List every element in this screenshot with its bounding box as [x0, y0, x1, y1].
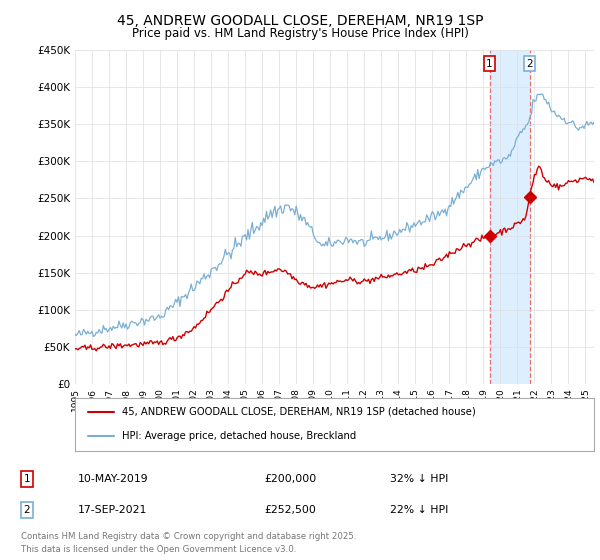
Text: £200,000: £200,000 [264, 474, 316, 484]
Text: 32% ↓ HPI: 32% ↓ HPI [390, 474, 448, 484]
Text: 45, ANDREW GOODALL CLOSE, DEREHAM, NR19 1SP (detached house): 45, ANDREW GOODALL CLOSE, DEREHAM, NR19 … [122, 407, 475, 417]
Bar [490, 50, 530, 384]
Text: HPI: Average price, detached house, Breckland: HPI: Average price, detached house, Brec… [122, 431, 356, 441]
Text: £252,500: £252,500 [264, 505, 316, 515]
Text: 2: 2 [526, 59, 533, 69]
Text: 2: 2 [23, 505, 31, 515]
Text: 45, ANDREW GOODALL CLOSE, DEREHAM, NR19 1SP: 45, ANDREW GOODALL CLOSE, DEREHAM, NR19 … [117, 14, 483, 28]
Text: 22% ↓ HPI: 22% ↓ HPI [390, 505, 448, 515]
Text: 1: 1 [23, 474, 31, 484]
Text: Price paid vs. HM Land Registry's House Price Index (HPI): Price paid vs. HM Land Registry's House … [131, 27, 469, 40]
Text: 10-MAY-2019: 10-MAY-2019 [78, 474, 149, 484]
Text: 17-SEP-2021: 17-SEP-2021 [78, 505, 148, 515]
Text: Contains HM Land Registry data © Crown copyright and database right 2025.
This d: Contains HM Land Registry data © Crown c… [21, 533, 356, 554]
Text: 1: 1 [486, 59, 493, 69]
